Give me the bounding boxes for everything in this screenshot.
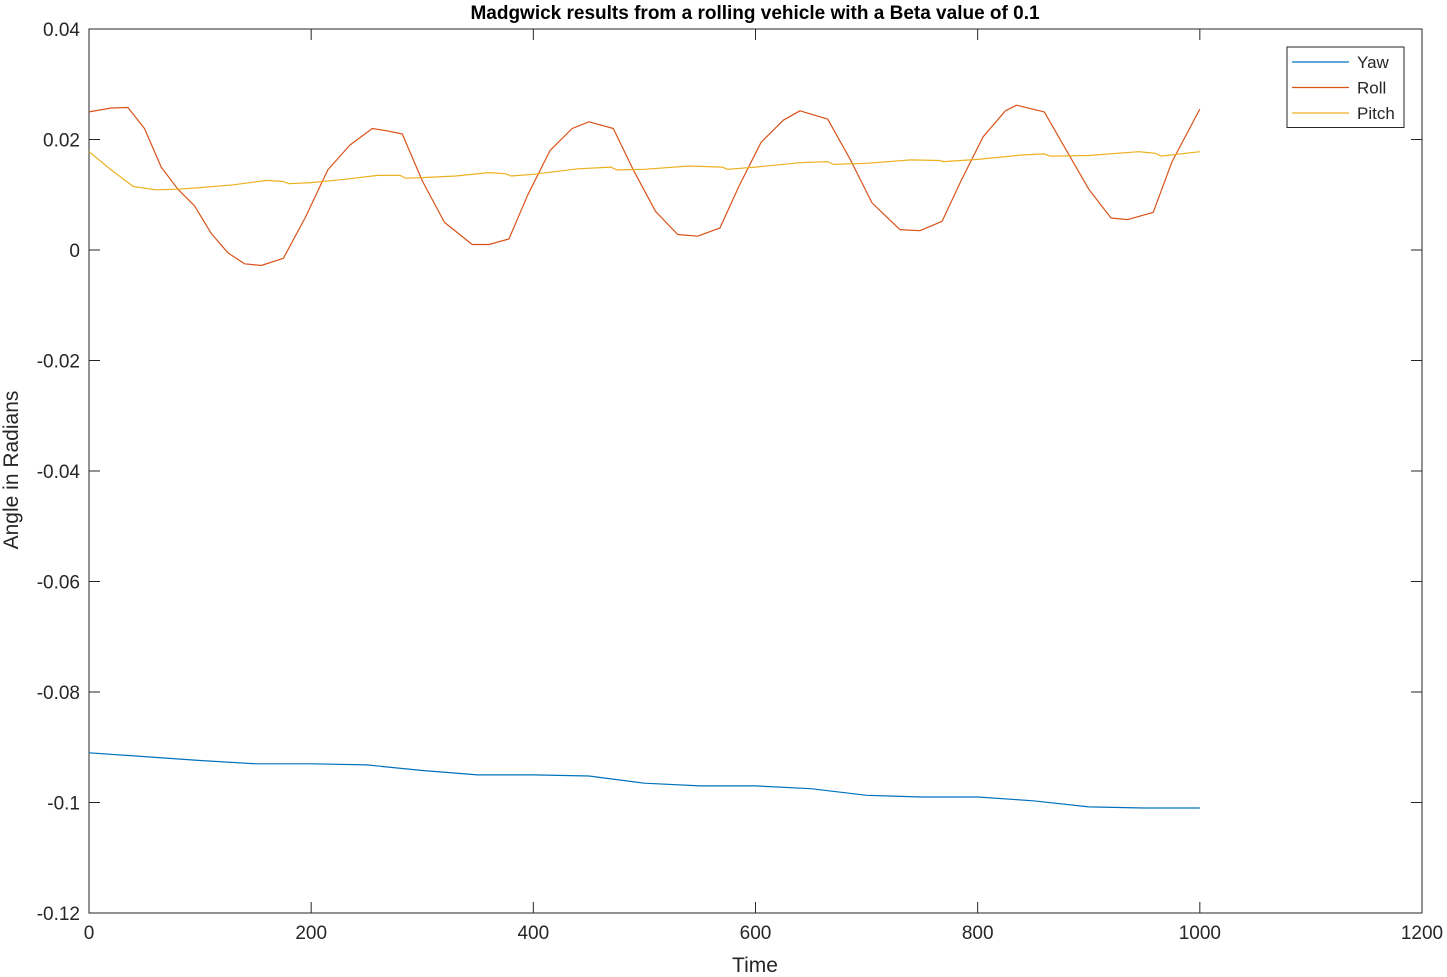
x-tick-label: 400: [517, 923, 549, 944]
y-tick-label: 0.04: [43, 20, 80, 41]
y-tick-label: -0.06: [37, 573, 80, 594]
x-tick-label: 1000: [1179, 923, 1221, 944]
x-tick-label: 0: [84, 923, 95, 944]
y-tick-label: -0.12: [37, 904, 80, 925]
x-axis-label: Time: [732, 954, 778, 977]
series-lines: [88, 104, 1201, 809]
x-tick-label: 800: [962, 923, 994, 944]
y-tick-label: 0: [69, 241, 80, 262]
legend-label-pitch: Pitch: [1357, 104, 1395, 123]
x-tick-label: 200: [295, 923, 327, 944]
y-axis-label: Angle in Radians: [0, 391, 23, 550]
series-line-yaw: [88, 752, 1200, 809]
legend: Yaw Roll Pitch: [1286, 46, 1405, 128]
axis-ticks: 0 200 400 600 800 1000 1200 -0.12 -0.1 -0.08 -0.06…: [37, 20, 1443, 944]
y-tick-label: -0.02: [37, 352, 80, 373]
chart-title: Madgwick results from a rolling vehicle …: [470, 3, 1040, 24]
y-tick-label: -0.04: [37, 462, 81, 483]
legend-label-roll: Roll: [1357, 79, 1386, 98]
x-tick-label: 1200: [1401, 923, 1443, 944]
y-tick-label: 0.02: [43, 131, 80, 152]
series-line-roll: [88, 104, 1201, 267]
series-line-pitch: [88, 151, 1200, 191]
y-tick-label: -0.1: [47, 794, 80, 815]
y-tick-label: -0.08: [37, 683, 80, 704]
x-tick-label: 600: [740, 923, 772, 944]
legend-label-yaw: Yaw: [1357, 53, 1390, 72]
